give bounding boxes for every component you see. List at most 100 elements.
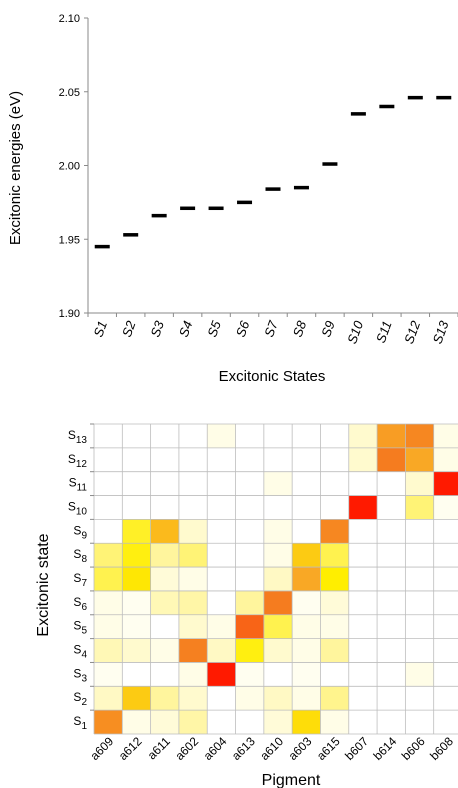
heatmap-cell: [320, 543, 349, 568]
energy-y-tick-label: 2.05: [59, 87, 80, 99]
heatmap-cell: [122, 424, 151, 448]
heatmap-cell: [122, 638, 151, 663]
heatmap-cell: [150, 638, 179, 663]
energy-y-tick-label: 1.95: [59, 234, 80, 246]
heatmap-cell: [263, 662, 293, 687]
heatmap-cell: [150, 495, 179, 520]
heatmap-cell: [348, 519, 378, 544]
heatmap-cell: [433, 638, 458, 663]
energy-x-tick-label: S11: [373, 319, 395, 345]
heatmap-cell: [320, 686, 349, 711]
heatmap-cell: [94, 590, 123, 615]
heatmap-cell: [235, 567, 264, 591]
heatmap-cell: [263, 495, 293, 520]
state-letter: S: [73, 666, 81, 680]
heatmap-cell: [348, 471, 378, 496]
heatmap-x-tick-label: b607: [342, 734, 371, 763]
heatmap-cell: [320, 471, 349, 496]
heatmap-cell: [292, 447, 321, 472]
heatmap-cell: [94, 638, 123, 663]
heatmap-cell: [207, 424, 236, 448]
heatmap-cell: [94, 567, 123, 591]
heatmap-cell: [94, 686, 123, 711]
state-letter: S: [73, 547, 81, 561]
heatmap-x-tick-label: b614: [371, 734, 400, 763]
energy-marker: [265, 187, 281, 191]
heatmap-cell: [377, 710, 406, 734]
energy-x-tick-label: S2: [119, 318, 139, 339]
state-subscript: 1: [81, 721, 87, 732]
heatmap-cell: [263, 519, 293, 544]
heatmap-cell: [433, 447, 458, 472]
energy-y-tick-label: 2.10: [59, 13, 80, 25]
heatmap-x-tick-label: a615: [314, 734, 343, 763]
heatmap-cell: [377, 567, 406, 591]
heatmap-cell: [207, 662, 236, 687]
state-subscript: 13: [76, 435, 88, 446]
heatmap-cell: [178, 662, 208, 687]
heatmap-x-tick-label: a611: [145, 734, 173, 762]
energy-x-tick-label: S10: [344, 318, 366, 346]
heatmap-cell: [320, 495, 349, 520]
heatmap-cell: [377, 543, 406, 568]
heatmap-cell: [433, 662, 458, 687]
heatmap-y-tick-label: S3: [73, 666, 87, 684]
heatmap-cell: [235, 543, 264, 568]
heatmap-cell: [292, 471, 321, 496]
heatmap-cell: [122, 567, 151, 591]
energy-marker: [94, 244, 110, 249]
heatmap-y-tick-label: S2: [73, 690, 87, 708]
heatmap-cell: [405, 567, 434, 591]
heatmap-cell: [122, 471, 151, 496]
energy-marker: [436, 95, 452, 100]
energy-marker: [407, 95, 423, 100]
heatmap-cell: [122, 543, 151, 568]
heatmap-cell: [263, 543, 293, 568]
state-letter: S: [68, 452, 76, 466]
heatmap-cell: [207, 638, 236, 663]
energy-x-tick-label: S1: [91, 319, 111, 339]
heatmap-cell: [405, 638, 434, 663]
heatmap-cell: [348, 614, 378, 639]
heatmap-cell: [207, 471, 236, 496]
state-letter: S: [68, 428, 76, 442]
heatmap-cell: [320, 614, 349, 639]
state-subscript: 9: [81, 530, 87, 541]
energy-marker: [208, 206, 224, 211]
heatmap-cell: [178, 590, 208, 615]
heatmap-cell: [207, 590, 236, 615]
heatmap-cell: [150, 471, 179, 496]
heatmap-x-axis-title: Pigment: [262, 772, 321, 788]
energy-markers: [94, 95, 452, 249]
heatmap-x-tick-label: a610: [257, 734, 286, 763]
heatmap-cell: [178, 710, 208, 734]
heatmap-cell: [150, 567, 179, 591]
state-subscript: 5: [81, 626, 87, 637]
heatmap-cell: [377, 614, 406, 639]
energy-marker: [350, 112, 366, 116]
energy-x-ticks: S1 S2 S3 S4 S5 S6 S7 S8 S9 S10 S11 S12 S13: [87, 313, 458, 346]
heatmap-cell: [94, 662, 123, 687]
heatmap-cell: [150, 686, 179, 711]
heatmap-cell: [178, 614, 208, 639]
heatmap-cell: [207, 686, 236, 711]
heatmap-cell: [433, 710, 458, 734]
heatmap-cell: [263, 710, 293, 734]
heatmap-cell: [348, 567, 378, 591]
heatmap-y-tick-label: S5: [73, 619, 87, 637]
heatmap-y-tick-label: S11: [69, 476, 88, 494]
energy-x-axis-title: Excitonic States: [219, 368, 326, 385]
heatmap-cell: [405, 519, 434, 544]
state-subscript: 8: [81, 554, 87, 565]
heatmap-cell: [320, 519, 349, 544]
heatmap-cell: [150, 710, 179, 734]
state-subscript: 11: [77, 483, 88, 494]
heatmap-cell: [348, 543, 378, 568]
heatmap-cell: [150, 519, 179, 544]
heatmap-x-tick-label: a604: [201, 734, 230, 763]
state-subscript: 2: [81, 697, 87, 708]
heatmap-y-axis-title: Excitonic state: [35, 533, 52, 636]
heatmap-cell: [320, 590, 349, 615]
